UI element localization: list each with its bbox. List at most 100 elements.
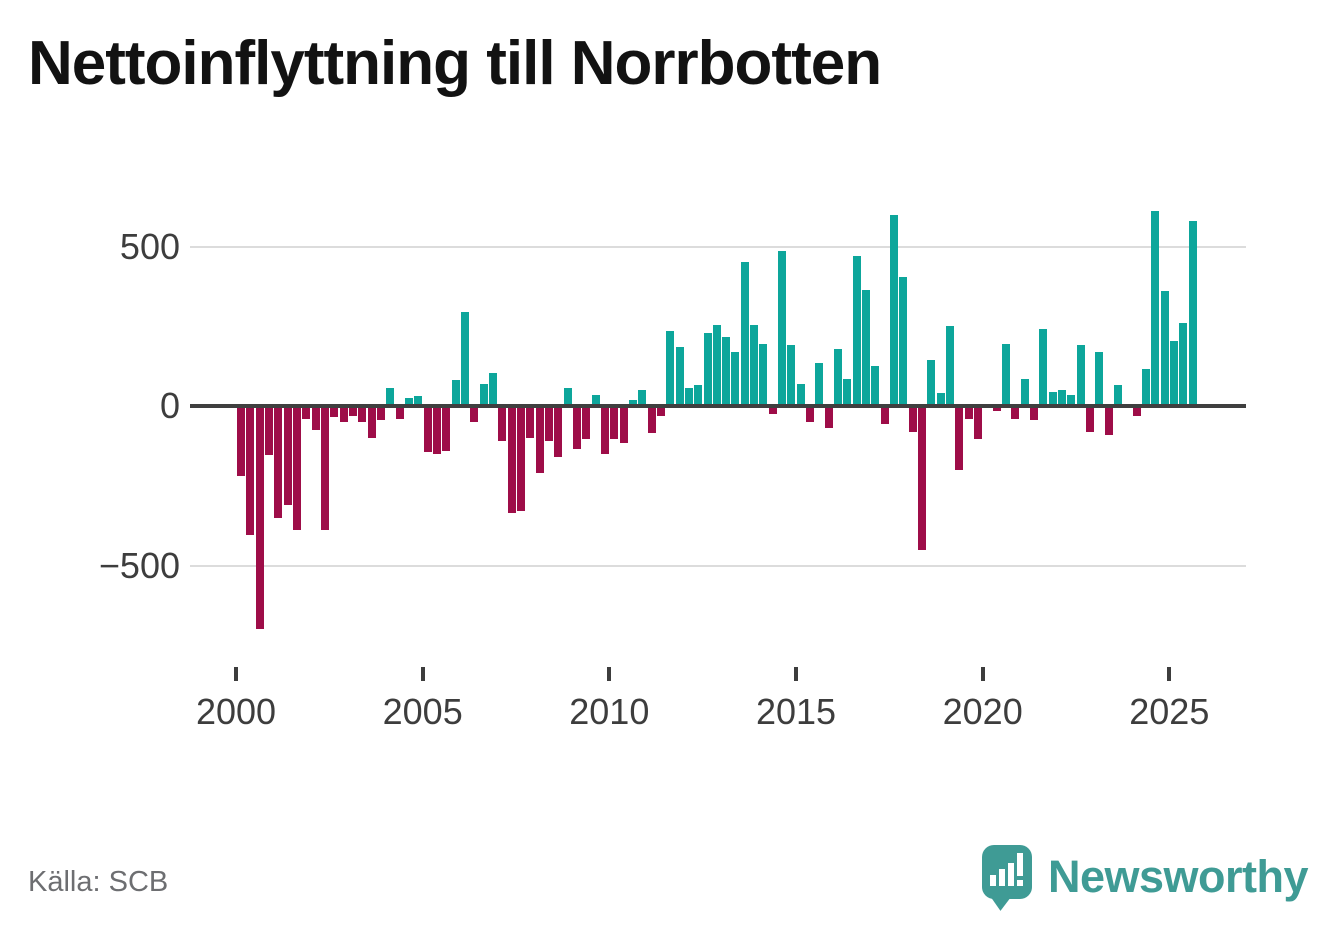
bar-q12	[348, 406, 357, 416]
bar-q50	[703, 332, 712, 406]
bar-q14	[367, 406, 376, 438]
x-axis-label-2005: 2005	[382, 691, 463, 732]
bar-q90	[1076, 345, 1085, 406]
bar-q16	[386, 388, 395, 406]
bar-q26	[479, 383, 488, 406]
zero-axis-line	[190, 404, 1246, 408]
bar-q60	[796, 383, 805, 406]
bar-q102	[1188, 220, 1197, 406]
bar-q75	[936, 393, 945, 406]
bar-q82	[1002, 343, 1011, 406]
bar-q85	[1030, 406, 1039, 421]
bar-q30	[516, 406, 525, 512]
bar-q11	[339, 406, 348, 422]
gridline-neg500	[190, 565, 1246, 567]
bar-q71	[899, 276, 908, 406]
bar-q62	[815, 362, 824, 406]
bar-q47	[675, 346, 684, 406]
bar-q63	[824, 406, 833, 429]
bar-q36	[572, 406, 581, 450]
bar-q86	[1039, 329, 1048, 406]
bar-q32	[535, 406, 544, 473]
bar-q27	[488, 372, 497, 406]
bar-q18	[404, 398, 413, 406]
logo-mini-bar-1	[990, 875, 996, 886]
x-axis-label-2015: 2015	[755, 691, 837, 732]
x-axis-label-2010: 2010	[569, 691, 650, 732]
logo-mini-bar-3	[1008, 863, 1014, 886]
logo-exclamation-dot	[1017, 880, 1023, 886]
bar-q65	[843, 378, 852, 406]
bar-q40	[610, 406, 619, 440]
x-axis-label-2025: 2025	[1129, 691, 1210, 732]
bar-q2	[255, 406, 264, 630]
bar-q20	[423, 406, 432, 453]
x-tick-2020	[980, 667, 985, 681]
logo-mini-bar-2	[999, 869, 1005, 886]
bar-q51	[712, 324, 721, 406]
bar-q57	[768, 406, 777, 414]
x-tick-2015	[794, 667, 798, 681]
x-tick-2005	[420, 667, 425, 681]
bar-q37	[582, 406, 591, 440]
bar-q59	[787, 345, 796, 406]
bar-q45	[656, 406, 665, 416]
bar-q8	[311, 406, 320, 430]
bar-q88	[1058, 390, 1067, 406]
bar-q93	[1104, 406, 1113, 435]
bar-q83	[1011, 406, 1020, 419]
bar-q76	[946, 326, 955, 406]
bar-q43	[638, 390, 647, 406]
y-axis-label-500: 500	[119, 226, 180, 267]
bar-q35	[563, 388, 572, 406]
bar-q52	[722, 337, 731, 406]
bar-q91	[1086, 406, 1095, 432]
bar-q77	[955, 406, 964, 470]
bar-q78	[964, 406, 973, 419]
y-axis-label-neg500: −500	[98, 545, 180, 586]
bar-q38	[591, 394, 600, 406]
bar-q92	[1095, 351, 1104, 406]
bar-q66	[852, 256, 861, 406]
bar-q94	[1114, 385, 1123, 406]
bar-q79	[974, 406, 983, 440]
bar-q68	[871, 366, 880, 406]
bar-q81	[992, 406, 1001, 411]
bar-q19	[414, 396, 423, 406]
bar-q17	[395, 406, 404, 419]
source-note: Källa: SCB	[28, 866, 169, 898]
bar-q58	[778, 251, 787, 406]
bar-q23	[451, 380, 460, 406]
bar-q72	[908, 406, 917, 432]
bar-q84	[1020, 378, 1029, 406]
x-tick-2025	[1167, 667, 1172, 681]
bar-q0	[237, 406, 245, 477]
bar-q49	[694, 385, 703, 406]
bar-q69	[880, 406, 889, 424]
bar-q56	[759, 343, 768, 406]
bar-q41	[619, 406, 628, 443]
bar-q15	[376, 406, 385, 421]
bar-q7	[302, 406, 311, 419]
bar-q22	[442, 406, 451, 451]
bar-q13	[358, 406, 367, 422]
bar-q4	[274, 406, 283, 518]
bar-q10	[330, 406, 339, 418]
bar-q98	[1151, 211, 1160, 406]
bar-q9	[320, 406, 329, 531]
x-tick-2000	[234, 667, 238, 681]
bar-q100	[1170, 340, 1178, 406]
x-axis-label-2000: 2000	[195, 691, 277, 732]
bar-q28	[498, 406, 507, 442]
bar-q89	[1067, 394, 1076, 406]
bar-q96	[1132, 406, 1141, 416]
bar-q33	[544, 406, 553, 442]
bar-q6	[292, 406, 301, 531]
bar-q61	[806, 406, 815, 422]
bar-q3	[264, 406, 273, 456]
bar-q1	[246, 406, 255, 536]
bar-q53	[731, 351, 740, 406]
bar-q73	[918, 406, 927, 550]
bar-q39	[600, 406, 609, 454]
